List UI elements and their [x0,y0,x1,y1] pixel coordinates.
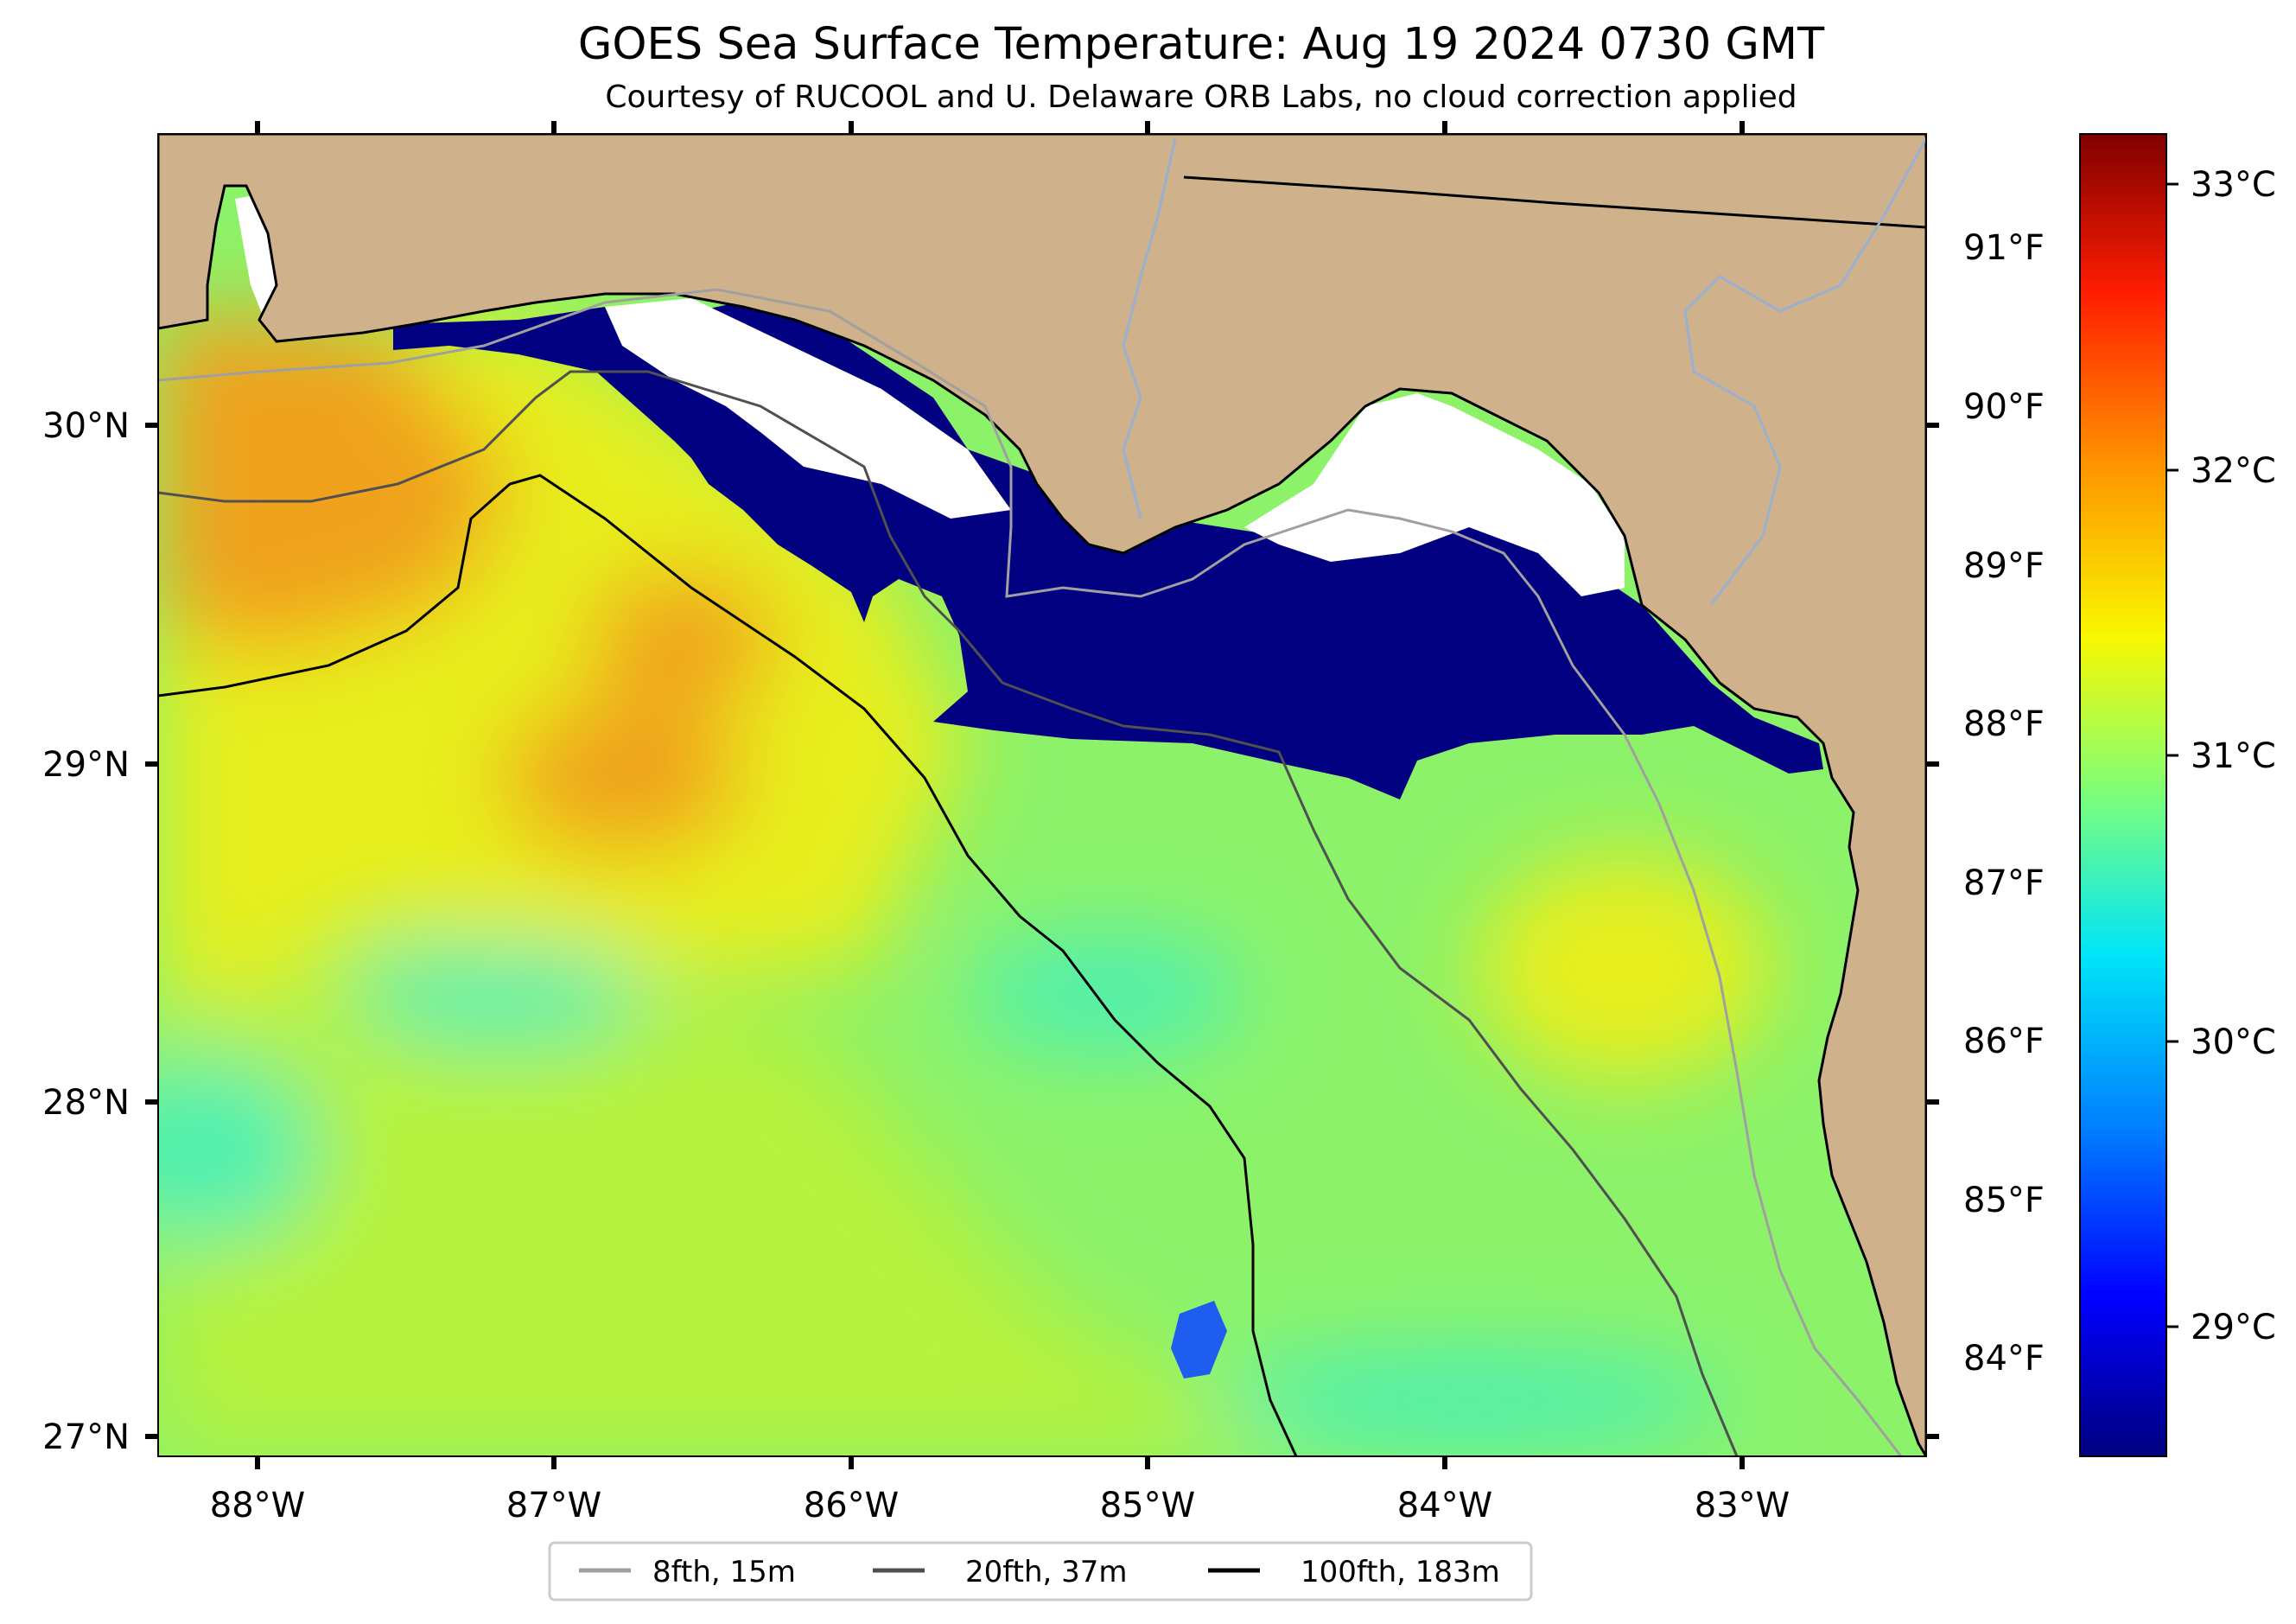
lat-labels: 30°N 29°N 28°N 27°N [42,406,130,1457]
celsius-label: 31°C [2191,736,2276,776]
fahrenheit-label: 85°F [1963,1181,2045,1220]
river-1 [1122,137,1177,519]
sst-warm-orange-region [158,311,518,657]
cloud-mask-2 [1244,393,1625,596]
isobath-20fth [158,370,1739,1456]
sst-yellow-green-region [158,951,1296,1456]
cloud-mask-1 [605,298,1011,519]
fahrenheit-label: 87°F [1963,863,2045,903]
lat-axis [145,423,1939,1439]
fahrenheit-label: 86°F [1963,1022,2045,1061]
cold-patch [1171,1301,1227,1379]
colorbar [2079,133,2167,1457]
sst-warm-orange-eddy-1 [588,570,778,709]
lon-label: 88°W [210,1486,305,1525]
isobath-100fth [158,474,1298,1456]
isobath-8fth [158,288,1903,1456]
sst-cyan-green-blob-2 [1210,1348,1728,1452]
chart-subtitle: Courtesy of RUCOOL and U. Delaware ORB L… [605,80,1797,115]
isobath-legend: 8fth, 15m 20fth, 37m 100fth, 183m [548,1541,1533,1602]
legend-label-8fth: 8fth, 15m [652,1555,796,1589]
lon-label: 86°W [804,1486,899,1525]
lon-label: 85°W [1100,1486,1195,1525]
fahrenheit-scale: 91°F 90°F 89°F 88°F 87°F 86°F 85°F 84°F [1963,228,2045,1379]
land-mass [158,134,1926,1456]
sst-warm-orange-eddy-2 [501,700,743,856]
lon-label: 87°W [506,1486,601,1525]
chart-title: GOES Sea Surface Temperature: Aug 19 202… [578,19,1825,70]
state-border [1183,175,1926,229]
sst-cyan-green-blob-1 [158,1054,320,1245]
fahrenheit-label: 84°F [1963,1339,2045,1379]
celsius-label: 29°C [2191,1308,2276,1347]
fahrenheit-label: 91°F [1963,228,2045,268]
fahrenheit-label: 90°F [1963,387,2045,427]
legend-label-100fth: 100fth, 183m [1301,1555,1500,1589]
lat-label: 29°N [42,745,130,785]
river-2 [1683,137,1926,606]
celsius-label: 33°C [2191,165,2276,205]
sst-field [158,311,1771,1456]
map-frame [157,133,1927,1457]
sst-cyan-green-blob-3 [968,933,1244,1054]
map-panel [158,134,1926,1456]
lon-labels: 88°W 87°W 86°W 85°W 84°W 83°W [210,1486,1790,1525]
sst-cyan-green-blob-4 [354,942,648,1046]
sst-yellow-blob-1 [1478,856,1771,1080]
legend-label-20fth: 20fth, 37m [965,1555,1128,1589]
celsius-label: 30°C [2191,1022,2276,1062]
lon-label: 84°W [1397,1486,1492,1525]
fahrenheit-label: 88°F [1963,704,2045,744]
colorbar-ticks [2166,182,2178,1328]
lat-label: 27°N [42,1417,130,1457]
legend-box [548,1541,1533,1602]
celsius-label: 32°C [2191,451,2276,491]
lat-label: 28°N [42,1083,130,1123]
fahrenheit-label: 89°F [1963,546,2045,586]
lon-axis [255,121,1745,1469]
celsius-scale: 33°C 32°C 31°C 30°C 29°C [2191,165,2276,1347]
lon-label: 83°W [1695,1486,1790,1525]
lat-label: 30°N [42,406,130,446]
